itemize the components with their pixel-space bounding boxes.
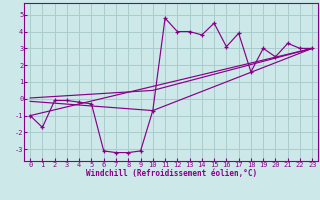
X-axis label: Windchill (Refroidissement éolien,°C): Windchill (Refroidissement éolien,°C) <box>86 169 257 178</box>
